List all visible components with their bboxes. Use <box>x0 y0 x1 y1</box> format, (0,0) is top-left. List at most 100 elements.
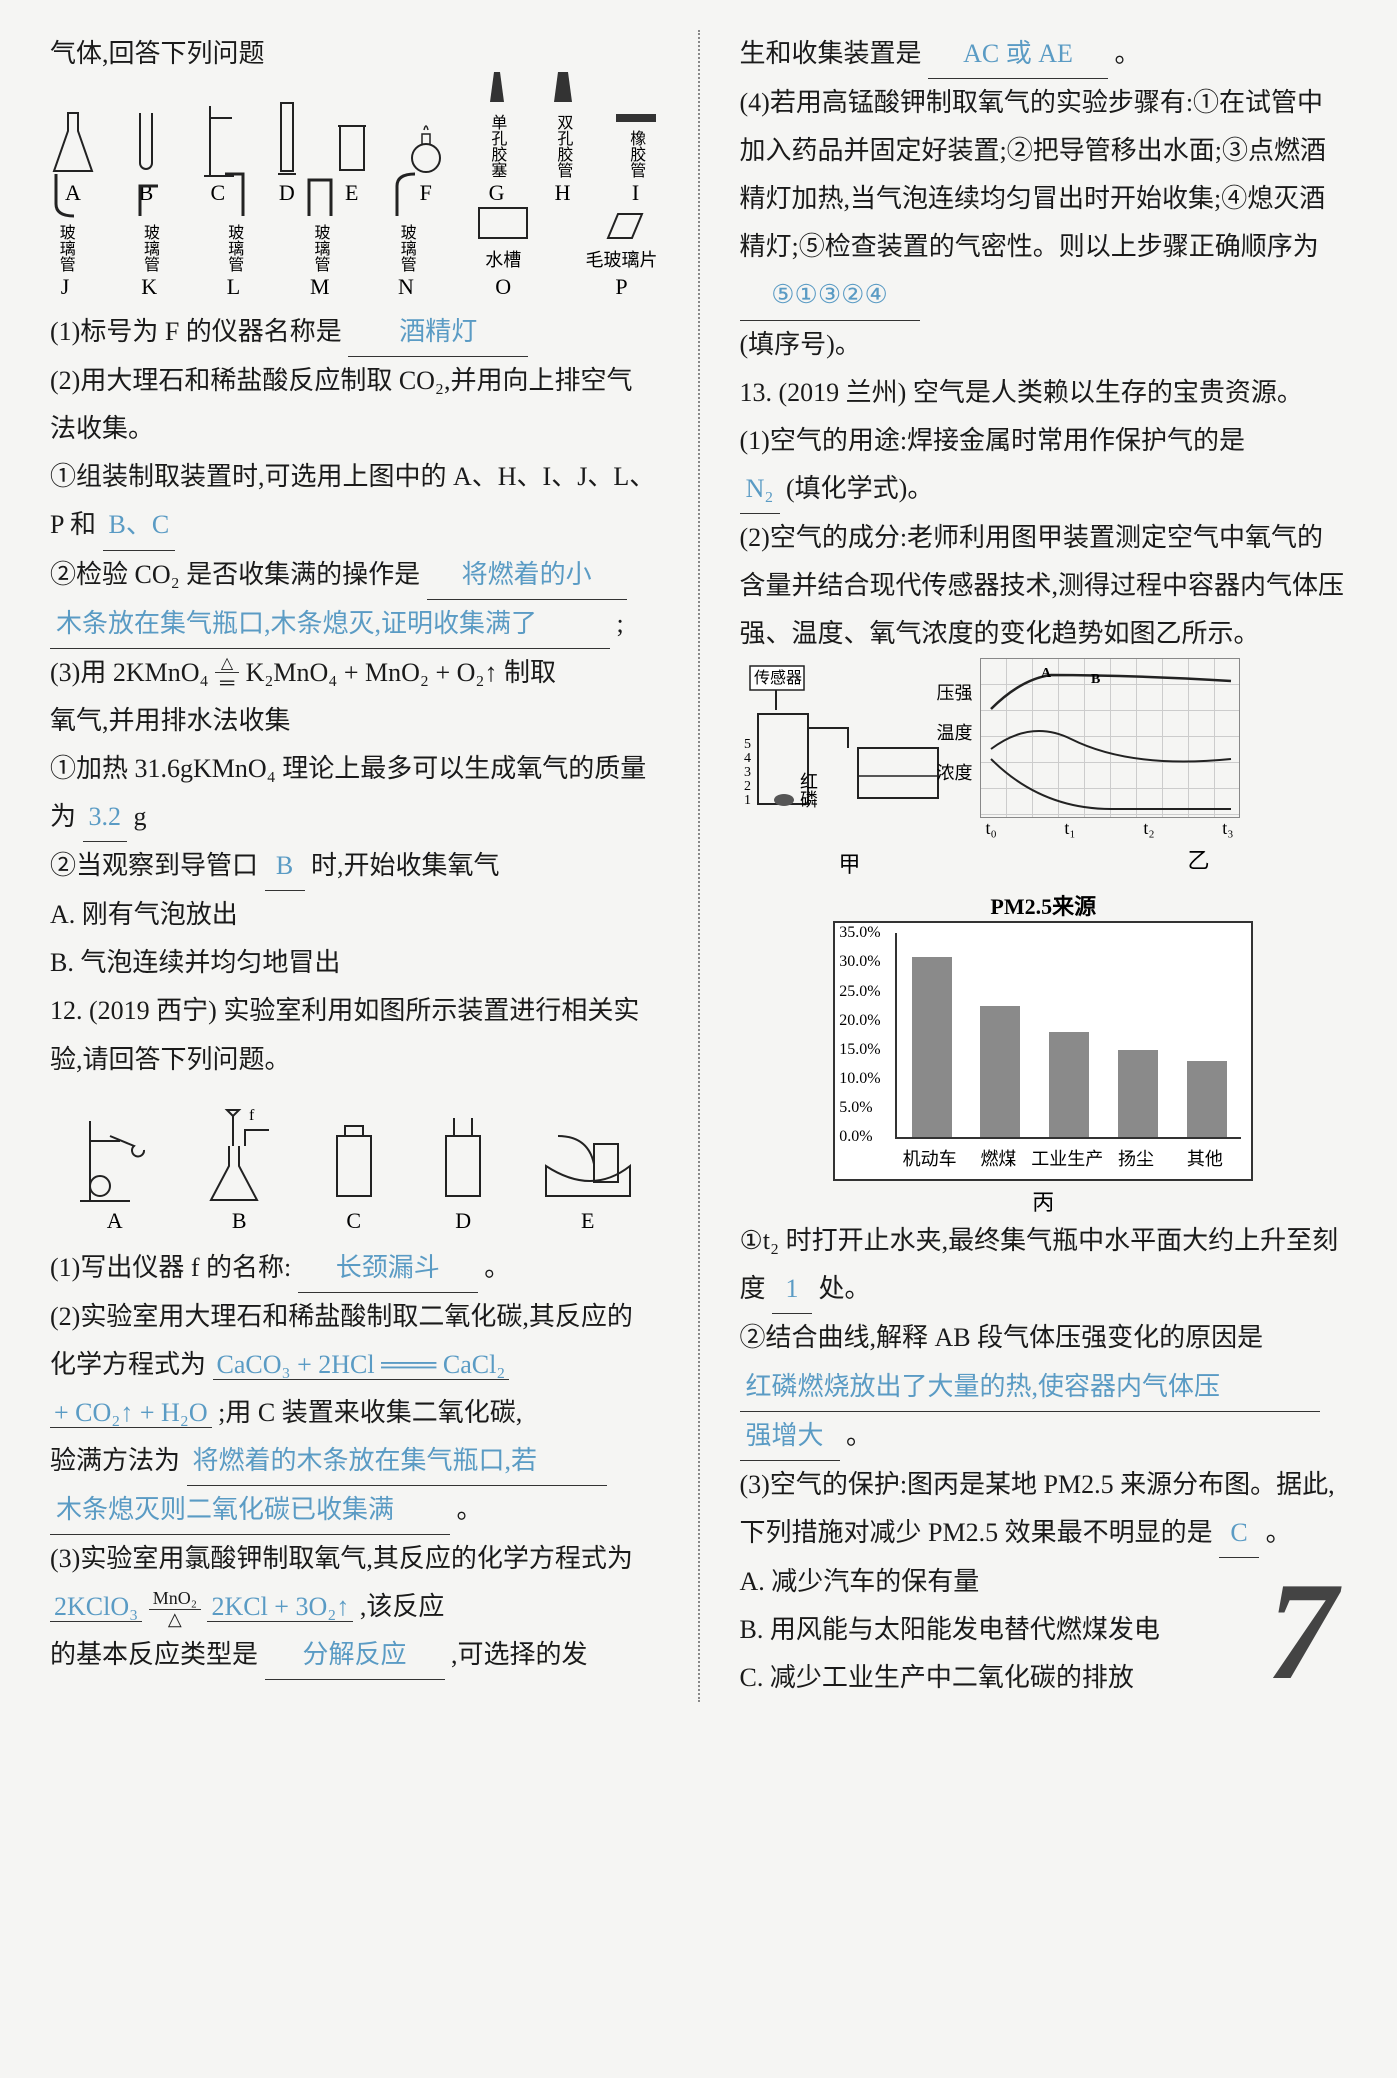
q13-2-2-line: ②结合曲线,解释 AB 段气体压强变化的原因是 <box>740 1314 1348 1362</box>
apparatus-label: K <box>141 274 157 300</box>
q13-3-line: (3)空气的保护:图丙是某地 PM2.5 来源分布图。据此,下列措施对减少 PM… <box>740 1461 1348 1558</box>
ytick-label: 30.0% <box>839 953 880 971</box>
apparatus-sublabel: 玻璃管 <box>397 224 415 272</box>
q12-3-end: ,可选择的发 <box>451 1640 588 1669</box>
sensor-label: 传感器 <box>754 669 802 687</box>
q3-2-prefix: ②当观察到导管口 <box>50 851 258 880</box>
apparatus-label: G <box>489 180 505 206</box>
apparatus-sublabel: 毛玻璃片 <box>586 246 658 272</box>
q12-3-eq-left: 2KClO₃ <box>50 1592 142 1622</box>
q3-1-answer: 3.2 <box>83 793 128 842</box>
bar-chart-wrapper: 0.0%5.0%10.0%15.0%20.0%25.0%30.0%35.0%机动… <box>740 921 1348 1181</box>
svg-text:磷: 磷 <box>800 790 818 810</box>
xtick-label: 燃煤 <box>980 1145 1016 1171</box>
q12-2-mid: ;用 C 装置来收集二氧化碳, <box>218 1398 522 1427</box>
device-C: C <box>319 1106 389 1234</box>
apparatus-K: 玻璃管 K <box>134 168 164 300</box>
apparatus-vlabel: 双孔胶管 <box>554 114 572 178</box>
curve-label-pressure: 压强 <box>937 679 973 705</box>
diagram-jia: 传感器 5 4 3 2 1 红 磷 甲 <box>740 658 960 879</box>
xtick-label: 扬尘 <box>1118 1145 1154 1171</box>
apparatus-label: P <box>615 274 627 300</box>
apparatus-M: 玻璃管 M <box>303 168 337 300</box>
cont-answer: AC 或 AE <box>928 30 1108 79</box>
q4-tail: (填序号)。 <box>740 321 1348 369</box>
stopper-1-icon <box>482 62 512 112</box>
q12-2-eq2: + CO₂↑ + H₂O <box>50 1398 212 1428</box>
jia-label: 甲 <box>740 847 960 879</box>
bing-label: 丙 <box>740 1185 1348 1217</box>
apparatus-row-2: 玻璃管 J 玻璃管 K 玻璃管 L 玻璃管 M 玻璃管 N <box>50 210 658 300</box>
q13-2-2-answer2: 强增大 <box>740 1412 840 1461</box>
svg-text:红: 红 <box>800 772 818 792</box>
q1-answer: 酒精灯 <box>348 308 528 357</box>
iron-stand-icon <box>196 98 240 178</box>
curve-label-conc: 浓度 <box>937 759 973 785</box>
q4-text: (4)若用高锰酸钾制取氧气的实验步骤有:①在试管中加入药品并固定好装置;②把导管… <box>740 88 1326 261</box>
water-trough-icon <box>475 204 531 244</box>
q1-line: (1)标号为 F 的仪器名称是 酒精灯 <box>50 308 658 357</box>
yi-x-axis: t₀ t₁ t₂ t₃ <box>980 818 1240 839</box>
q13-2-text: (2)空气的成分:老师利用图甲装置测定空气中氧气的含量并结合现代传感器技术,测得… <box>740 514 1348 658</box>
q3-1-line: ①加热 31.6gKMnO₄ 理论上最多可以生成氧气的质量为 3.2 g <box>50 745 658 842</box>
glass-tube-n-icon <box>391 168 421 222</box>
apparatus-sublabel: 玻璃管 <box>56 224 74 272</box>
page-columns: 气体,回答下列问题 A B C D E <box>50 30 1347 1702</box>
q12-3-prefix: (3)实验室用氯酸钾制取氧气,其反应的化学方程式为 <box>50 1544 633 1573</box>
q3-1-unit: g <box>134 802 147 831</box>
q3-tail: 氧气,并用排水法收集 <box>50 697 658 745</box>
sensor-diagram-group: 传感器 5 4 3 2 1 红 磷 甲 <box>740 658 1348 879</box>
ytick-label: 35.0% <box>839 924 880 942</box>
svg-text:4: 4 <box>744 751 751 766</box>
diagram-yi: A B 压强 温度 浓度 t₀ t₁ t₂ t₃ 乙 <box>980 658 1240 879</box>
q2-1-line: ①组装制取装置时,可选用上图中的 A、H、I、J、L、P 和 B、C <box>50 453 658 550</box>
device-label: B <box>232 1208 247 1234</box>
yi-curves-icon: A B <box>981 659 1241 819</box>
device-b-icon: f <box>199 1106 279 1206</box>
apparatus-label: E <box>345 180 358 206</box>
q3-eq-right: K₂MnO₄ + MnO₂ + O₂↑ 制取 <box>246 658 556 687</box>
cylinder-icon <box>276 98 298 178</box>
apparatus-N: 玻璃管 N <box>391 168 421 300</box>
q13-option-b: B. 用风能与太阳能发电替代燃煤发电 <box>740 1606 1348 1654</box>
q13-2-2-prefix: ②结合曲线,解释 AB 段气体压强变化的原因是 <box>740 1323 1264 1352</box>
xtick-label: 工业生产 <box>1031 1145 1103 1171</box>
xtick: t₀ <box>986 818 997 839</box>
page-number: 7 <box>1267 1551 1337 1712</box>
device-label: E <box>581 1208 594 1234</box>
cont-line: 生和收集装置是 AC 或 AE 。 <box>740 30 1348 79</box>
q13-option-a: A. 减少汽车的保有量 <box>740 1558 1348 1606</box>
ytick-label: 20.0% <box>839 1012 880 1030</box>
apparatus-sublabel: 水槽 <box>485 246 521 272</box>
apparatus-L: 玻璃管 L <box>219 168 249 300</box>
curve-label-temp: 温度 <box>937 719 973 745</box>
q13-2-1-answer: 1 <box>772 1265 812 1314</box>
apparatus-label: N <box>398 274 414 300</box>
q12-text: 12. (2019 西宁) 实验室利用如图所示装置进行相关实验,请回答下列问题。 <box>50 987 658 1083</box>
q12-3-line: (3)实验室用氯酸钾制取氧气,其反应的化学方程式为 2KClO₃ MnO₂△ 2… <box>50 1535 658 1631</box>
reaction-arrow-icon: △═ <box>215 656 239 693</box>
apparatus-label: J <box>61 274 70 300</box>
stopper-2-icon <box>548 62 578 112</box>
bar <box>912 957 952 1138</box>
q13-1-line: (1)空气的用途:焊接金属时常用作保护气的是 <box>740 417 1348 465</box>
pm25-chart-title: PM2.5来源 <box>740 889 1348 921</box>
xtick: t₂ <box>1143 818 1154 839</box>
xtick-label: 机动车 <box>903 1145 957 1171</box>
q13-2-1-tail: 处。 <box>819 1274 871 1303</box>
yi-label: 乙 <box>980 843 1240 875</box>
device-label: A <box>107 1208 123 1234</box>
device-e-icon <box>538 1106 638 1206</box>
q2-2-line-b: 木条放在集气瓶口,木条熄灭,证明收集满了 ; <box>50 600 658 649</box>
q13-text: 13. (2019 兰州) 空气是人类赖以生存的宝贵资源。 <box>740 369 1348 417</box>
q3-line: (3)用 2KMnO₄ △═ K₂MnO₄ + MnO₂ + O₂↑ 制取 <box>50 649 658 697</box>
bar <box>1049 1032 1089 1137</box>
ytick-label: 0.0% <box>839 1128 872 1146</box>
q3-2-tail: 时,开始收集氧气 <box>311 851 500 880</box>
q2-2-line: ②检验 CO₂ 是否收集满的操作是 将燃着的小 <box>50 551 658 600</box>
jia-apparatus-icon: 传感器 5 4 3 2 1 红 磷 <box>740 658 960 838</box>
apparatus-H: 双孔胶管 H <box>548 62 578 206</box>
apparatus-sublabel: 玻璃管 <box>140 224 158 272</box>
beaker-icon <box>334 118 370 178</box>
q2-1-answer: B、C <box>103 501 176 550</box>
